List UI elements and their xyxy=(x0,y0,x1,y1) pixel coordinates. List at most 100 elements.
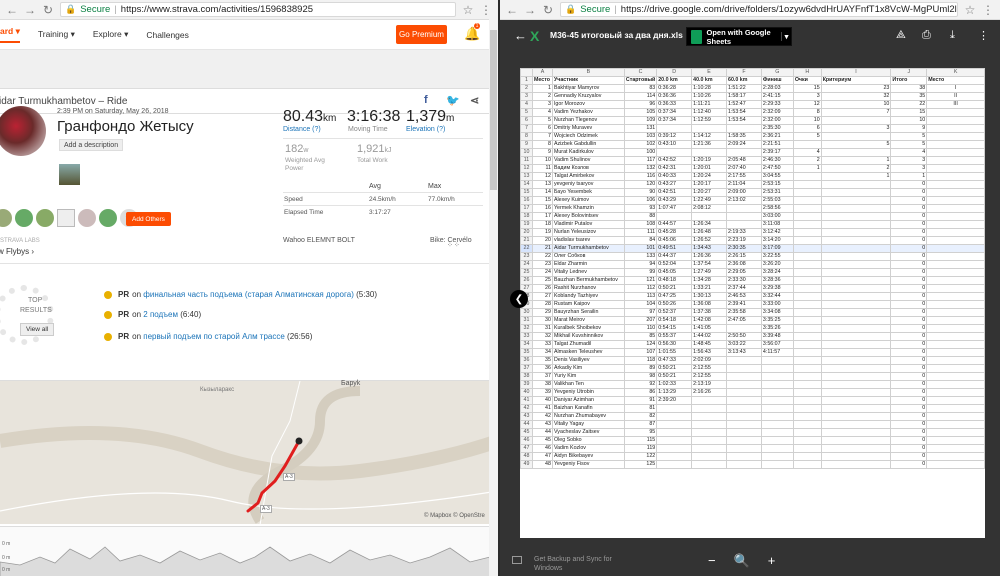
table-cell[interactable] xyxy=(820,196,892,205)
nav-dashboard[interactable]: ard ▾ xyxy=(0,26,20,43)
table-cell[interactable]: 1:10:26 xyxy=(691,92,728,101)
table-cell[interactable] xyxy=(792,452,822,461)
table-cell[interactable] xyxy=(926,252,985,261)
table-cell[interactable]: 7 xyxy=(820,108,892,117)
row-number[interactable]: 4 xyxy=(520,100,533,109)
table-cell[interactable]: 0 xyxy=(890,300,928,309)
table-cell[interactable]: 0:54:15 xyxy=(656,324,693,333)
table-cell[interactable] xyxy=(792,188,822,197)
table-cell[interactable] xyxy=(820,388,892,397)
table-cell[interactable]: 0:42:52 xyxy=(656,156,693,165)
row-number[interactable]: 14 xyxy=(520,180,533,189)
table-cell[interactable]: 15 xyxy=(792,84,822,93)
table-cell[interactable]: Vadim Yezhakov xyxy=(551,108,625,117)
twitter-share-icon[interactable]: 🐦 xyxy=(446,95,460,107)
table-cell[interactable] xyxy=(792,428,822,437)
table-cell[interactable]: 1:51:22 xyxy=(726,84,762,93)
table-cell[interactable] xyxy=(792,260,822,269)
table-cell[interactable] xyxy=(726,428,762,437)
table-cell[interactable]: 8 xyxy=(531,140,553,149)
header-cell[interactable]: Место xyxy=(531,76,553,85)
table-cell[interactable]: 2:50:50 xyxy=(726,332,762,341)
table-cell[interactable]: 0:45:05 xyxy=(656,268,693,277)
row-number[interactable]: 39 xyxy=(520,380,533,389)
table-cell[interactable] xyxy=(926,188,985,197)
table-cell[interactable]: 1:58:17 xyxy=(726,92,762,101)
table-cell[interactable]: 1:52:47 xyxy=(726,100,762,109)
table-cell[interactable] xyxy=(926,348,985,357)
row-number[interactable]: 48 xyxy=(520,452,533,461)
table-cell[interactable] xyxy=(926,172,985,181)
table-cell[interactable]: 0 xyxy=(890,316,928,325)
table-cell[interactable]: 0:45:06 xyxy=(656,236,693,245)
table-cell[interactable] xyxy=(820,292,892,301)
table-cell[interactable] xyxy=(792,460,822,469)
activity-photo[interactable] xyxy=(59,164,80,185)
table-cell[interactable]: 113 xyxy=(623,292,658,301)
table-cell[interactable]: 31 xyxy=(531,324,553,333)
table-cell[interactable]: 0:54:18 xyxy=(656,316,693,325)
table-cell[interactable]: 10 xyxy=(792,116,822,125)
table-cell[interactable] xyxy=(691,460,728,469)
table-cell[interactable]: 2:29:33 xyxy=(760,100,794,109)
header-cell[interactable]: Место xyxy=(926,76,985,85)
table-cell[interactable] xyxy=(820,228,892,237)
table-cell[interactable]: 3:35:26 xyxy=(760,324,794,333)
table-cell[interactable] xyxy=(926,212,985,221)
table-cell[interactable]: 1:37:38 xyxy=(691,308,728,317)
row-number[interactable]: 19 xyxy=(520,220,533,229)
table-cell[interactable] xyxy=(691,420,728,429)
table-cell[interactable]: 1 xyxy=(820,156,892,165)
previous-file-button[interactable]: ❮ xyxy=(510,290,528,308)
table-cell[interactable]: 3:14:20 xyxy=(760,236,794,245)
table-cell[interactable] xyxy=(792,364,822,373)
table-cell[interactable]: 11 xyxy=(531,164,553,173)
row-number[interactable]: 10 xyxy=(520,148,533,157)
table-cell[interactable]: 28 xyxy=(531,300,553,309)
table-cell[interactable]: 116 xyxy=(623,172,658,181)
table-cell[interactable]: Denis Vasiliyev xyxy=(551,356,625,365)
participant-avatar[interactable] xyxy=(15,209,33,227)
table-cell[interactable] xyxy=(792,180,822,189)
table-cell[interactable] xyxy=(760,436,794,445)
table-cell[interactable]: 2:05:48 xyxy=(726,156,762,165)
table-cell[interactable] xyxy=(726,388,762,397)
table-cell[interactable]: 89 xyxy=(623,364,658,373)
table-cell[interactable]: 3:34:08 xyxy=(760,308,794,317)
row-number[interactable]: 24 xyxy=(520,260,533,269)
table-cell[interactable]: Бауо Yesembek xyxy=(551,188,625,197)
spreadsheet-preview[interactable]: A B C D E F G H I J K 1 Место Участник Стартовый 20.0 k… xyxy=(520,68,985,538)
table-cell[interactable]: 1:44:02 xyxy=(691,332,728,341)
table-cell[interactable]: 87 xyxy=(623,420,658,429)
table-cell[interactable]: 0:48:18 xyxy=(656,276,693,285)
row-number[interactable]: 12 xyxy=(520,164,533,173)
table-cell[interactable]: 0:40:33 xyxy=(656,172,693,181)
table-cell[interactable] xyxy=(820,116,892,125)
table-cell[interactable]: 2:28:03 xyxy=(760,84,794,93)
strava-scrollbar[interactable] xyxy=(489,0,498,576)
table-cell[interactable] xyxy=(792,276,822,285)
table-cell[interactable] xyxy=(926,404,985,413)
table-cell[interactable]: Nurlan Yeleusizov xyxy=(551,228,625,237)
table-cell[interactable]: Murat Kadirkulov xyxy=(551,148,625,157)
table-cell[interactable] xyxy=(820,188,892,197)
table-cell[interactable]: 99 xyxy=(623,268,658,277)
table-cell[interactable]: Talgat Zhumadil xyxy=(551,340,625,349)
table-cell[interactable] xyxy=(926,260,985,269)
table-cell[interactable]: 118 xyxy=(623,356,658,365)
table-cell[interactable]: Arkadiy Kim xyxy=(551,364,625,373)
table-cell[interactable]: 2:17:55 xyxy=(726,172,762,181)
table-cell[interactable]: 109 xyxy=(623,116,658,125)
table-cell[interactable] xyxy=(726,364,762,373)
table-cell[interactable] xyxy=(820,252,892,261)
table-cell[interactable]: 2:39:20 xyxy=(656,396,693,405)
add-others-button[interactable]: Add Others xyxy=(126,212,171,226)
table-cell[interactable] xyxy=(792,444,822,453)
table-cell[interactable] xyxy=(726,452,762,461)
table-cell[interactable]: 1:41:05 xyxy=(691,324,728,333)
row-number[interactable]: 35 xyxy=(520,348,533,357)
table-cell[interactable]: 0 xyxy=(890,444,928,453)
table-cell[interactable]: 1:42:08 xyxy=(691,316,728,325)
table-cell[interactable]: 4 xyxy=(792,148,822,157)
table-cell[interactable] xyxy=(726,324,762,333)
